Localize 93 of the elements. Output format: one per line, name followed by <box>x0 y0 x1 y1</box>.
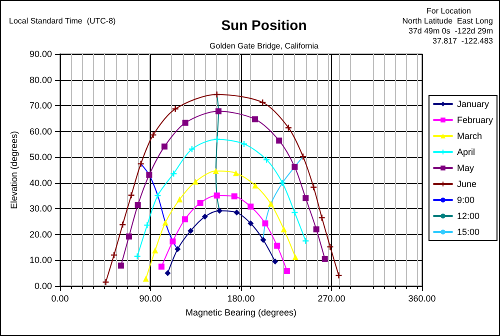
point <box>182 120 188 126</box>
point <box>327 244 334 250</box>
x-axis-title: Magnetic Bearing (degrees) <box>185 307 297 318</box>
point <box>161 144 168 150</box>
point <box>150 132 156 138</box>
text: 37d 49m 0s -122d 29m <box>408 26 494 36</box>
y-tick-label: 40.00 <box>29 178 52 188</box>
legend-label: March <box>456 131 482 141</box>
point <box>102 279 109 286</box>
point <box>262 220 268 226</box>
point <box>260 236 266 243</box>
legend-label: April <box>456 147 475 157</box>
legend-label: May <box>456 163 474 173</box>
point <box>128 192 134 198</box>
y-tick-label: 20.00 <box>29 229 52 240</box>
x-tick-label: 90.00 <box>139 294 162 304</box>
point <box>154 192 161 199</box>
y-tick-label: 50.00 <box>29 152 52 162</box>
point <box>197 200 204 206</box>
point <box>284 268 290 274</box>
legend-label: January <box>456 99 490 109</box>
point <box>172 106 178 112</box>
point <box>302 238 309 244</box>
point <box>264 156 270 163</box>
text: North Latitude East Long <box>402 16 494 26</box>
point <box>272 258 278 265</box>
point <box>268 200 274 207</box>
text: 37.817 -122.483 <box>432 36 494 46</box>
text: Local Standard Time (UTC-8) <box>9 16 116 26</box>
point <box>152 247 158 254</box>
point <box>174 246 181 252</box>
legend-label: 9:00 <box>456 195 475 205</box>
legend-label: 12:00 <box>456 211 480 221</box>
point <box>170 238 176 244</box>
point <box>302 195 309 202</box>
point <box>231 193 238 200</box>
chart-subtitle: Golden Gate Bridge, California <box>210 42 320 50</box>
point <box>182 216 188 222</box>
y-tick-label: 0.00 <box>34 281 52 291</box>
y-tick-label: 30.00 <box>29 204 52 214</box>
y-tick-label: 60.00 <box>29 126 52 136</box>
point <box>336 272 342 278</box>
y-tick-label: 80.00 <box>29 74 52 85</box>
point <box>215 108 222 114</box>
point <box>146 172 152 178</box>
text: For Location <box>426 6 471 16</box>
point <box>292 254 298 260</box>
point <box>322 256 328 262</box>
point <box>276 138 282 144</box>
x-tick-label: 270.00 <box>318 294 346 304</box>
point <box>126 234 132 240</box>
point <box>212 168 219 174</box>
point <box>192 178 199 185</box>
point <box>274 242 280 249</box>
point <box>252 182 258 188</box>
point <box>280 226 287 232</box>
point <box>134 253 140 260</box>
point <box>162 220 168 226</box>
point <box>292 164 298 170</box>
x-tick-label: 0.00 <box>51 294 69 304</box>
point <box>202 214 208 220</box>
point <box>142 276 149 282</box>
legend-label: 15:00 <box>456 227 480 237</box>
point <box>158 264 164 270</box>
point <box>144 222 150 228</box>
point <box>313 226 320 232</box>
y-tick-label: 90.00 <box>29 49 52 59</box>
point <box>234 210 240 216</box>
point <box>138 160 144 167</box>
point <box>310 184 317 190</box>
point <box>248 204 254 210</box>
y-tick-label: 70.00 <box>29 100 52 111</box>
point <box>318 214 325 221</box>
point <box>214 136 220 142</box>
y-axis-title: Elevation (degrees) <box>9 130 20 210</box>
point <box>188 228 194 234</box>
chart-title: Sun Position <box>221 17 307 33</box>
point <box>292 210 298 216</box>
point <box>164 270 171 276</box>
x-tick-label: 180.00 <box>227 294 255 304</box>
legend-label: June <box>456 179 477 189</box>
point <box>252 116 258 122</box>
point <box>216 208 222 214</box>
point <box>285 124 292 131</box>
y-tick-label: 10.00 <box>29 255 52 266</box>
point <box>176 196 183 202</box>
point <box>134 202 141 208</box>
x-tick-label: 360.00 <box>408 294 436 304</box>
point <box>248 220 254 226</box>
point <box>214 192 220 199</box>
point <box>232 170 239 176</box>
legend-label: February <box>456 115 494 125</box>
point <box>118 262 124 269</box>
